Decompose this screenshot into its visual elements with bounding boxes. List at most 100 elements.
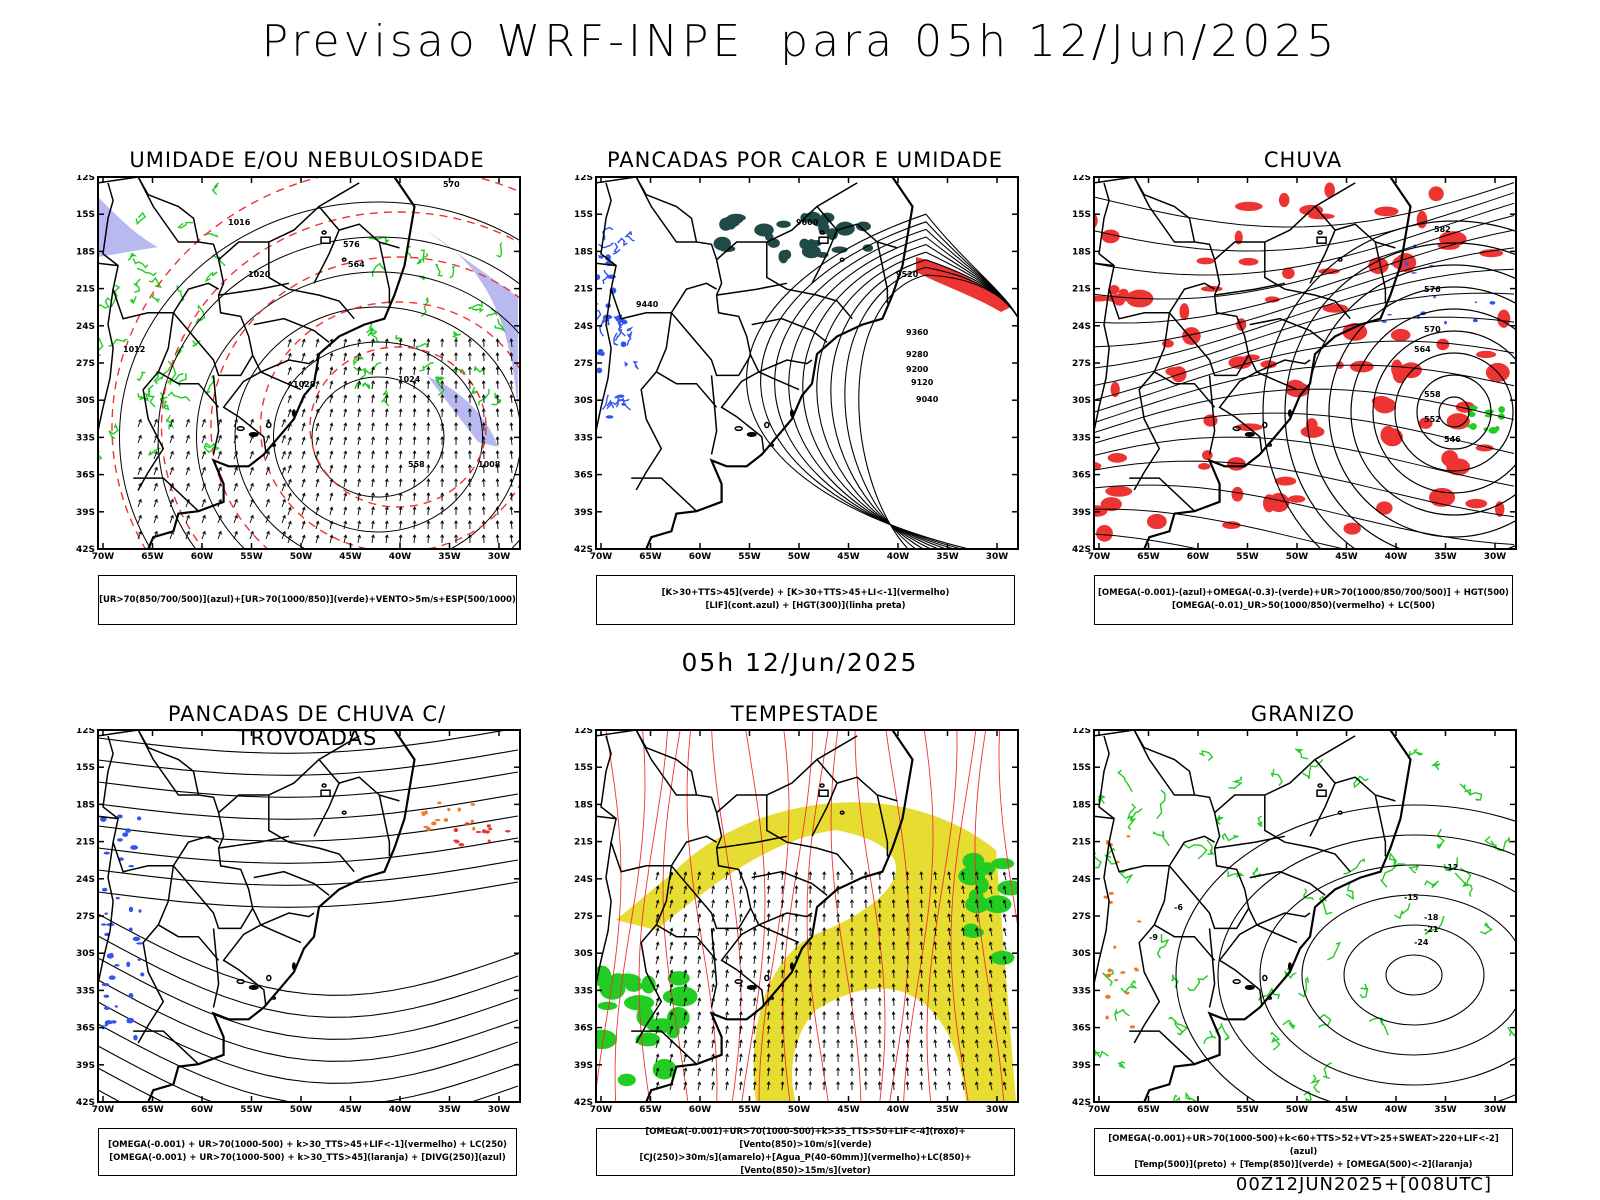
contour-label: 1028 (293, 380, 316, 389)
contour-label: 9040 (916, 395, 939, 404)
lon-tick-label: 65W (1137, 1105, 1160, 1115)
panel-title-tempestade: TEMPESTADE (730, 702, 880, 726)
lon-tick-label: 35W (438, 1105, 461, 1115)
lat-tick-label: 15S (1072, 763, 1091, 773)
red-thunderstorm-areas (453, 822, 511, 847)
map-content (98, 730, 519, 1102)
lon-tick-label: 50W (290, 1105, 313, 1115)
lat-tick-label: 33S (574, 433, 593, 443)
map-umidade: 10161020102410281012100857056455857612S1… (76, 175, 521, 562)
lon-tick-label: 70W (1088, 552, 1111, 562)
contour-labels: 582 576 570 564 558 552 546 (1414, 225, 1461, 444)
legend-line-2: [CJ(250)>30m/s](amarelo)+[Agua_P(40-60mm… (639, 1153, 972, 1176)
contour-label: -21 (1424, 925, 1439, 934)
base-map (1094, 730, 1412, 1102)
panel-title-trovoadas: PANCADAS DE CHUVA C/ TROVOADAS (167, 702, 447, 750)
blue-lif-fill (596, 254, 628, 419)
lon-tick-label: 55W (240, 1105, 263, 1115)
map-content: 9600 9520 9440 9360 9280 9200 9120 9040 (596, 177, 1018, 549)
lon-tick-label: 50W (788, 552, 811, 562)
lat-tick-label: 18S (1072, 247, 1091, 257)
lon-tick-label: 50W (788, 1105, 811, 1115)
lon-tick-label: 30W (986, 552, 1009, 562)
lat-tick-label: 12S (574, 728, 593, 736)
lon-tick-label: 60W (689, 552, 712, 562)
map-content (596, 730, 1018, 1102)
red-streamlines (596, 730, 1018, 1102)
hgt300-contours (746, 213, 1018, 549)
wind-vectors-850 (655, 871, 1007, 1091)
contour-label: -6 (1174, 903, 1183, 912)
lat-tick-label: 27S (76, 359, 95, 369)
legend-line-2: [LIF](cont.azul) + [HGT(300)](linha pret… (705, 601, 906, 611)
lon-tick-label: 65W (639, 1105, 662, 1115)
legend-line-1: [UR>70(850/700/500)](azul)+[UR>70(1000/8… (99, 594, 516, 605)
lat-tick-label: 27S (1072, 359, 1091, 369)
lat-tick-label: 36S (574, 471, 593, 481)
contour-label: 1016 (228, 218, 251, 227)
blue-divergence-areas (100, 814, 145, 1041)
lat-tick-label: 36S (1072, 1024, 1091, 1034)
contour-label: -15 (1404, 893, 1419, 902)
lon-tick-label: 40W (887, 552, 910, 562)
lat-tick-label: 27S (1072, 912, 1091, 922)
legend-line-2: [OMEGA(-0.01)_UR>50(1000/850)(vermelho) … (1171, 601, 1436, 611)
contour-label: 1020 (248, 270, 271, 279)
contour-label: 9520 (896, 270, 919, 279)
lat-tick-label: 27S (574, 912, 593, 922)
lon-tick-label: 30W (1484, 552, 1507, 562)
lon-tick-label: 40W (1385, 552, 1408, 562)
map-content: -12 -15 -18 -21 -24 -6 -9 (1094, 730, 1516, 1102)
green-wind-areas (596, 965, 698, 1087)
lon-tick-label: 65W (1137, 552, 1160, 562)
lat-tick-label: 36S (574, 1024, 593, 1034)
footer-run-label: 00Z12JUN2025+[008UTC] (1235, 1174, 1492, 1195)
contour-label: 576 (1424, 285, 1441, 294)
legend-trovoadas: [OMEGA(-0.001) + UR>70(1000-500) + k>30_… (98, 1128, 517, 1176)
lon-tick-label: 65W (639, 552, 662, 562)
legend-line-2: [OMEGA(-0.001) + UR>70(1000-500) + k>30_… (109, 1153, 506, 1163)
map-granizo: -12 -15 -18 -21 -24 -6 -9 12S 15S 18S 21S 24S 27S 30S… (1072, 728, 1517, 1115)
teal-instability-areas (713, 211, 874, 264)
lat-tick-label: 24S (574, 875, 593, 885)
lon-tick-label: 35W (936, 552, 959, 562)
lon-tick-label: 60W (1187, 552, 1210, 562)
lon-tick-label: 70W (1088, 1105, 1111, 1115)
contour-label: 1024 (398, 375, 421, 384)
lon-tick-label: 50W (1286, 552, 1309, 562)
lon-tick-label: 45W (837, 1105, 860, 1115)
legend-line-1: [OMEGA(-0.001)+UR>70(1000-500)+k<60+TTS>… (1108, 1133, 1499, 1157)
base-map (98, 730, 416, 1102)
contour-label: 9120 (911, 378, 934, 387)
lat-tick-label: 39S (1072, 508, 1091, 518)
lon-tick-label: 35W (936, 1105, 959, 1115)
contour-label: 1012 (123, 345, 145, 354)
panel-title-pancadas-calor: PANCADAS POR CALOR E UMIDADE (606, 148, 1004, 172)
contour-label: 9280 (906, 350, 929, 359)
legend-umidade: [UR>70(850/700/500)](azul)+[UR>70(1000/8… (98, 575, 517, 625)
lon-tick-label: 55W (738, 1105, 761, 1115)
lat-tick-label: 33S (76, 986, 95, 996)
contour-label: 9600 (796, 218, 819, 227)
lat-tick-label: 27S (76, 912, 95, 922)
lon-tick-label: 60W (689, 1105, 712, 1115)
lat-tick-label: 42S (1072, 1098, 1091, 1108)
lon-tick-label: 70W (590, 552, 613, 562)
legend-pancadas-calor: [K>30+TTS>45](verde) + [K>30+TTS>45+LI<-… (596, 575, 1015, 625)
contour-label: -9 (1149, 933, 1158, 942)
contour-label: -18 (1424, 913, 1439, 922)
lon-tick-label: 60W (191, 1105, 214, 1115)
contour-label: -24 (1414, 938, 1429, 947)
lat-tick-label: 39S (574, 1061, 593, 1071)
map-pancadas-calor: 9600 9520 9440 9360 9280 9200 9120 9040 12S 15S 18… (574, 175, 1019, 562)
lat-tick-label: 18S (76, 800, 95, 810)
lat-tick-label: 33S (1072, 433, 1091, 443)
orange-thunderstorm-areas (420, 801, 476, 832)
lon-tick-label: 45W (837, 552, 860, 562)
contour-label: -12 (1444, 863, 1458, 872)
lat-tick-label: 21S (1072, 285, 1091, 295)
lon-tick-label: 35W (438, 552, 461, 562)
lat-tick-label: 39S (574, 508, 593, 518)
